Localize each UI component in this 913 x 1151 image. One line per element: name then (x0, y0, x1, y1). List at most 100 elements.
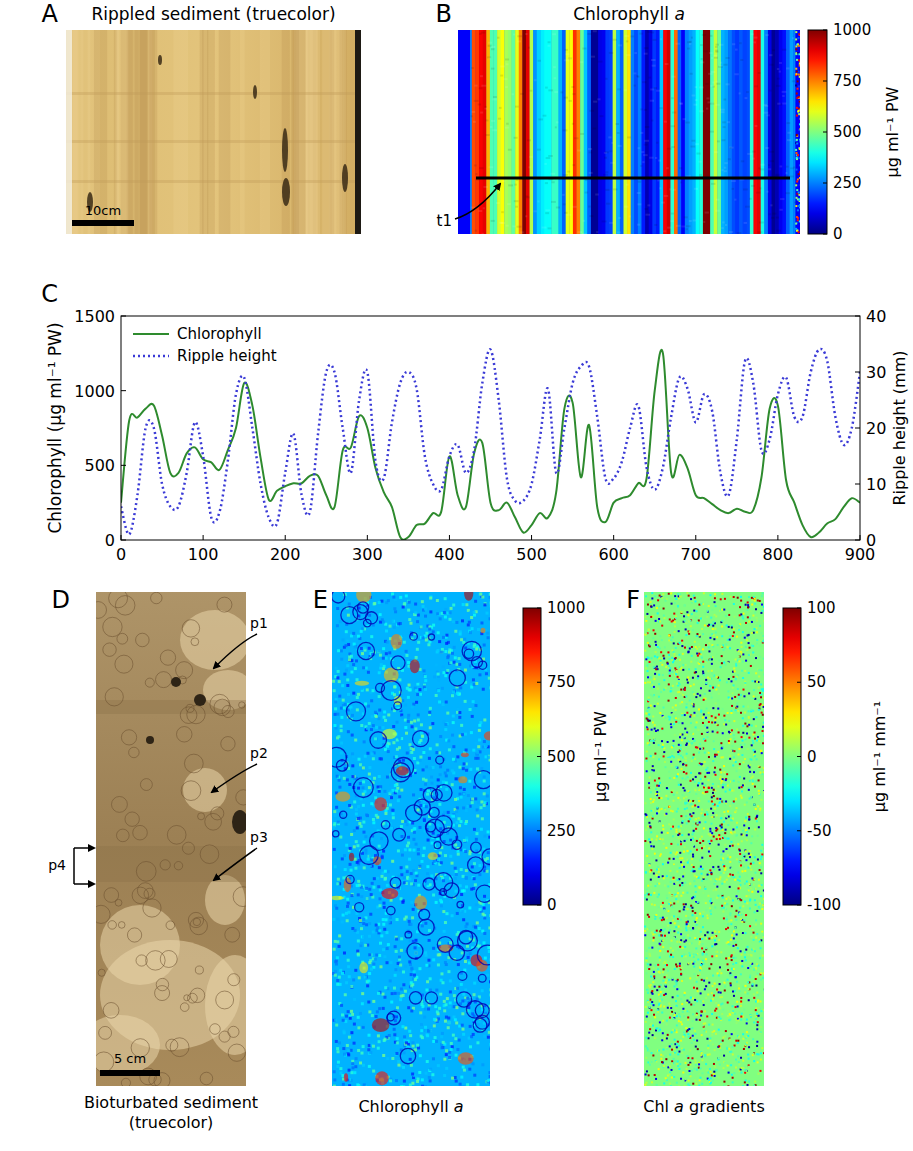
map-noise (420, 1035, 423, 1038)
map-noise (553, 66, 556, 68)
map-noise (339, 836, 342, 839)
map-noise (483, 932, 486, 935)
x-tick-label: 100 (188, 545, 219, 564)
x-tick-label: 500 (516, 545, 547, 564)
map-noise (333, 810, 336, 813)
photo-seam (96, 846, 246, 882)
burrow-trace (195, 966, 203, 974)
map-noise (378, 775, 381, 778)
map-noise (630, 35, 634, 37)
map-noise (419, 693, 422, 696)
map-noise (357, 817, 360, 820)
map-noise (551, 181, 554, 183)
map-noise (444, 597, 447, 600)
map-noise (460, 983, 463, 986)
burrow-trace (228, 1044, 245, 1061)
map-noise (351, 714, 354, 717)
map-noise (726, 83, 730, 85)
map-noise (363, 740, 366, 743)
map-noise (405, 650, 408, 653)
chlorophyll-stripe (670, 30, 674, 234)
map-noise (448, 748, 451, 751)
map-noise (479, 33, 481, 35)
map-noise (648, 77, 651, 79)
map-noise (461, 889, 464, 892)
map-noise (481, 817, 484, 820)
map-edge-noise (796, 157, 798, 159)
map-noise (389, 784, 392, 787)
map-noise (423, 847, 426, 850)
map-noise (654, 87, 657, 89)
light-patch (205, 875, 245, 925)
x-tick (777, 535, 778, 540)
map-noise (416, 1044, 419, 1047)
map-noise (362, 1023, 365, 1026)
map-noise (787, 122, 791, 124)
map-noise (611, 142, 613, 144)
map-noise (372, 1000, 375, 1003)
map-noise (474, 926, 477, 929)
map-noise (343, 854, 346, 857)
map-noise (634, 52, 637, 54)
map-noise (489, 686, 490, 689)
map-noise (430, 874, 433, 877)
map-noise (468, 780, 471, 783)
map-noise (772, 213, 776, 215)
map-edge-noise (798, 157, 800, 159)
map-noise (334, 960, 337, 963)
map-noise (580, 61, 583, 63)
map-noise (437, 858, 440, 861)
map-noise (412, 1044, 415, 1047)
map-noise (727, 121, 730, 123)
y-tick-label: 0 (105, 531, 115, 550)
map-noise (364, 976, 367, 979)
map-noise (380, 600, 383, 603)
map-noise (353, 845, 356, 848)
map-noise (692, 95, 696, 97)
map-noise (396, 721, 399, 724)
map-noise (671, 213, 674, 215)
map-noise (624, 35, 629, 37)
map-noise (564, 212, 567, 214)
map-noise (699, 110, 704, 112)
map-edge-noise (799, 76, 800, 78)
map-noise (757, 231, 762, 233)
sand-band (342, 30, 345, 234)
map-noise (442, 781, 445, 784)
map-noise (479, 908, 482, 911)
annotation-bracket (73, 848, 75, 884)
map-noise (455, 870, 458, 873)
map-noise (574, 137, 579, 139)
map-noise (425, 638, 428, 641)
map-noise (479, 210, 483, 212)
map-noise (626, 54, 630, 56)
map-noise (489, 166, 494, 168)
map-noise (710, 35, 713, 37)
map-noise (409, 1034, 412, 1037)
chlorophyll-stripe (515, 30, 519, 234)
map-noise (514, 184, 517, 186)
map-noise (644, 109, 647, 111)
map-noise (488, 1071, 490, 1074)
map-noise (731, 180, 736, 182)
map-noise (417, 614, 420, 617)
map-noise (724, 170, 727, 172)
chlorophyll-stripe (674, 30, 678, 234)
map-noise (452, 721, 455, 724)
map-noise (407, 836, 410, 839)
map-noise (786, 166, 789, 168)
map-noise (448, 648, 451, 651)
y-tick-label: 500 (84, 456, 115, 475)
map-noise (443, 611, 446, 614)
map-noise (775, 174, 779, 176)
map-noise (478, 811, 481, 814)
x-tick (285, 535, 286, 540)
map-edge-noise (795, 31, 797, 33)
map-noise (445, 788, 448, 791)
map-noise (417, 852, 420, 855)
map-noise (699, 174, 702, 176)
map-noise (387, 761, 390, 764)
map-noise (667, 148, 672, 150)
map-noise (431, 1073, 434, 1076)
chlorophyll-stripe (761, 30, 765, 234)
